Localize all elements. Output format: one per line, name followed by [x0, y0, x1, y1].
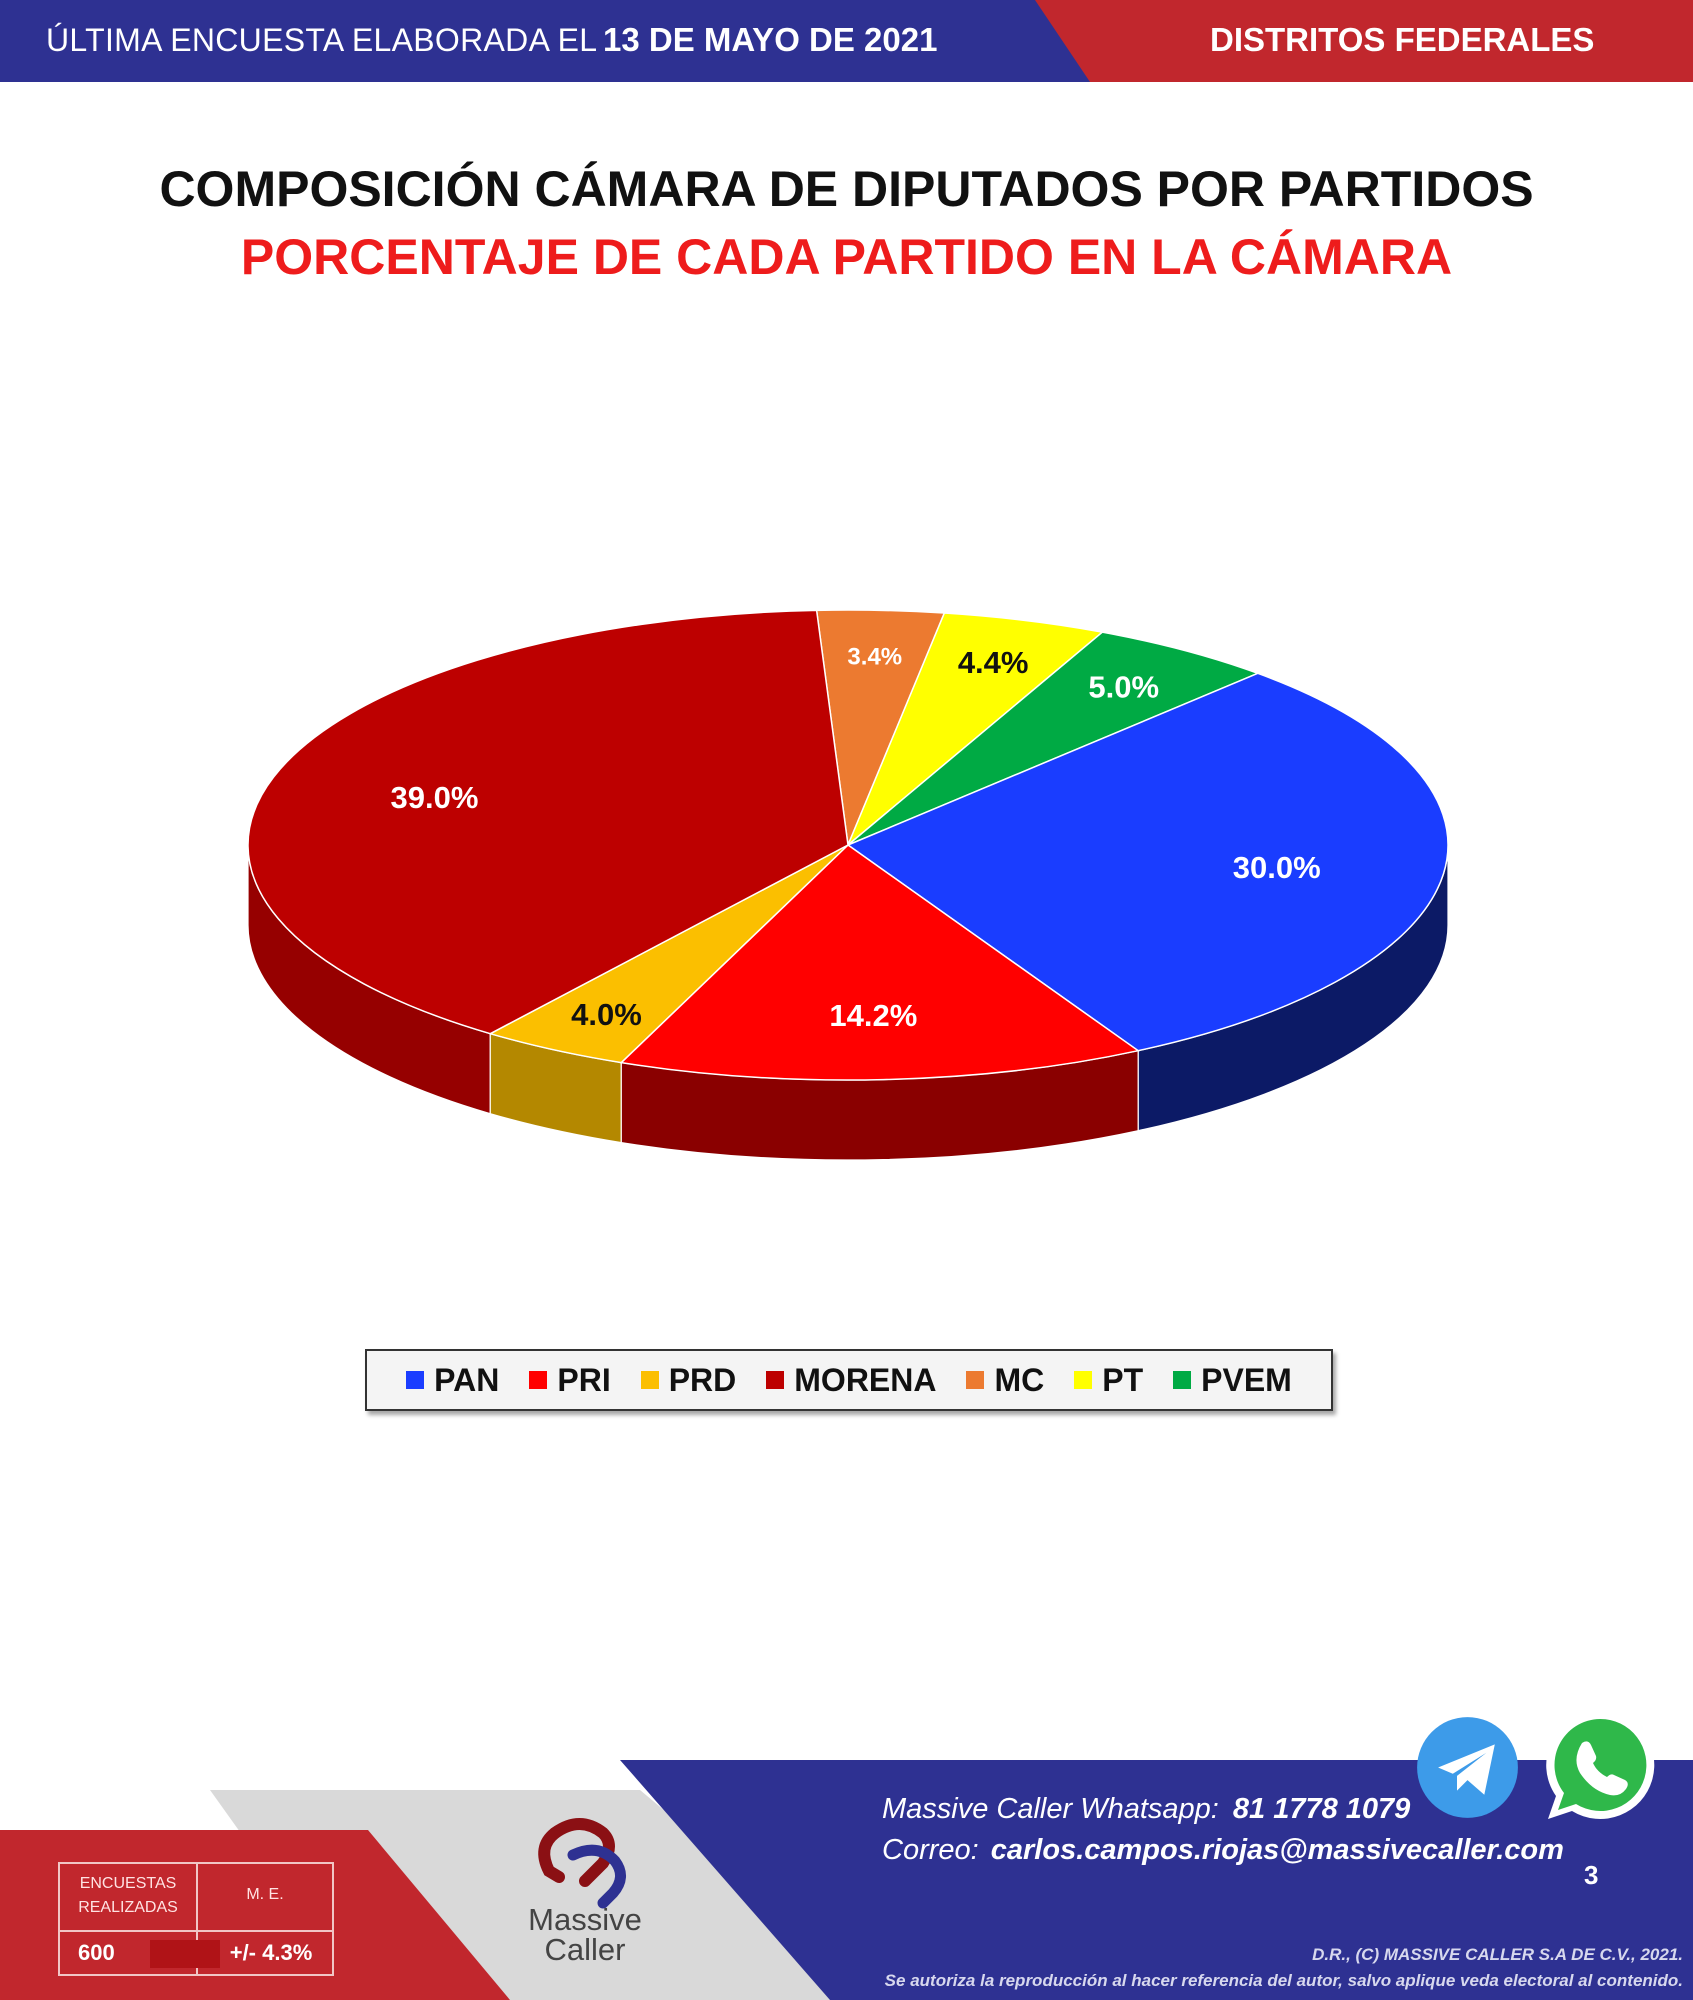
surveys-label: ENCUESTAS REALIZADAS: [78, 1875, 178, 1916]
header-bar: ÚLTIMA ENCUESTA ELABORADA EL 13 DE MAYO …: [0, 0, 1693, 82]
copyright-line: Se autoriza la reproducción al hacer ref…: [884, 1971, 1683, 1990]
legend-label: MC: [994, 1361, 1045, 1398]
data-label-pri: 14.2%: [829, 998, 917, 1033]
logo-text: Caller: [544, 1932, 626, 1967]
header-date: 13 DE MAYO DE 2021: [603, 21, 938, 58]
page-number: 3: [1584, 1860, 1599, 1890]
surveys-value-bar: [150, 1940, 220, 1968]
data-label-mc: 3.4%: [847, 644, 902, 671]
legend-swatch: [766, 1371, 785, 1389]
stats-divider: [60, 1930, 332, 1932]
email-label: Correo:: [882, 1834, 979, 1866]
whatsapp-contact: Massive Caller Whatsapp: 81 1778 1079: [882, 1793, 1410, 1826]
legend-swatch: [529, 1371, 548, 1389]
data-label-pt: 4.4%: [958, 645, 1029, 680]
legend-label: PRI: [557, 1361, 611, 1398]
chart-legend: PAN PRI PRD MORENA MC PT PVEM: [365, 1349, 1333, 1411]
logo-text: Massive: [528, 1902, 642, 1937]
legend-item-morena: MORENA: [766, 1362, 936, 1399]
email-contact: Correo: carlos.campos.riojas@massivecall…: [882, 1834, 1564, 1867]
telegram-icon[interactable]: [1415, 1715, 1520, 1820]
data-label-pvem: 5.0%: [1088, 669, 1159, 704]
legend-swatch: [1173, 1371, 1192, 1389]
pie-slice-morena: [247, 609, 849, 1035]
footer-blue-band: [620, 1760, 1693, 2000]
header-prefix: ÚLTIMA ENCUESTA ELABORADA EL: [46, 22, 598, 58]
legend-item-prd: PRD: [640, 1361, 737, 1399]
pie-slice-pvem: [847, 631, 1260, 846]
margin-label: M. E.: [246, 1886, 284, 1903]
email-address[interactable]: carlos.campos.riojas@massivecaller.com: [990, 1834, 1564, 1866]
whatsapp-number: 81 1778 1079: [1232, 1793, 1411, 1825]
data-label-prd: 4.0%: [571, 997, 642, 1032]
massive-caller-logo-icon: [538, 1818, 626, 1909]
legend-swatch: [406, 1371, 425, 1389]
legend-label: PVEM: [1201, 1361, 1292, 1398]
surveys-value: 600: [78, 1940, 115, 1965]
pie-slice-pan: [846, 672, 1449, 1052]
legend-swatch: [640, 1371, 659, 1389]
whatsapp-label: Massive Caller Whatsapp:: [882, 1793, 1219, 1825]
pie-slice-pt: [847, 612, 1105, 846]
copyright-line: D.R., (C) MASSIVE CALLER S.A DE C.V., 20…: [1312, 1945, 1683, 1964]
stats-divider: [196, 1864, 198, 1974]
whatsapp-icon[interactable]: [1540, 1705, 1660, 1825]
legend-swatch: [966, 1371, 985, 1389]
pie-chart: 3.4% 4.4% 5.0% 30.0% 14.2% 4.0% 39.0%: [247, 609, 1449, 1161]
legend-item-pvem: PVEM: [1173, 1362, 1292, 1399]
pie-slice-pri: [619, 844, 1140, 1081]
legend-item-pt: PT: [1074, 1362, 1143, 1399]
header-red-band: [1035, 0, 1693, 82]
legend-swatch: [1074, 1371, 1093, 1389]
legend-label: MORENA: [794, 1361, 937, 1398]
survey-stats-table: ENCUESTAS REALIZADAS M. E. 600 +/- 4.3%: [58, 1862, 334, 1976]
legend-item-pan: PAN: [406, 1362, 499, 1399]
legend-label: PT: [1102, 1361, 1144, 1398]
chart-subtitle: PORCENTAJE DE CADA PARTIDO EN LA CÁMARA: [240, 229, 1453, 285]
legend-label: PAN: [434, 1361, 500, 1398]
chart-title: COMPOSICIÓN CÁMARA DE DIPUTADOS POR PART…: [159, 161, 1534, 217]
legend-item-mc: MC: [966, 1362, 1044, 1399]
copyright-notice: D.R., (C) MASSIVE CALLER S.A DE C.V., 20…: [885, 1942, 1683, 1994]
data-label-morena: 39.0%: [390, 780, 478, 815]
header-section: DISTRITOS FEDERALES: [1210, 21, 1595, 58]
data-label-pan: 30.0%: [1233, 850, 1321, 885]
legend-label: PRD: [668, 1361, 737, 1398]
legend-item-pri: PRI: [529, 1361, 611, 1399]
margin-value: +/- 4.3%: [229, 1940, 313, 1965]
